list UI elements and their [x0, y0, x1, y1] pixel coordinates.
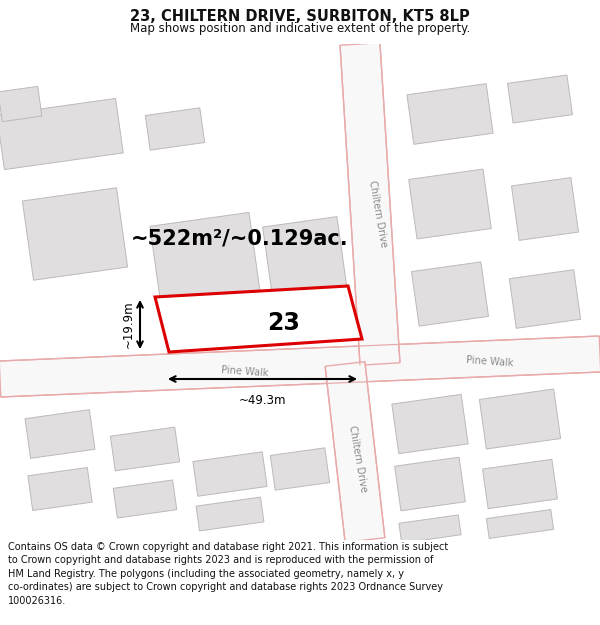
Polygon shape — [340, 42, 400, 365]
Polygon shape — [409, 169, 491, 239]
Text: Pine Walk: Pine Walk — [466, 356, 514, 369]
Polygon shape — [511, 177, 578, 241]
Polygon shape — [479, 389, 560, 449]
Polygon shape — [22, 188, 128, 280]
Polygon shape — [271, 448, 329, 490]
Polygon shape — [0, 336, 600, 397]
Text: Chiltern Drive: Chiltern Drive — [367, 180, 389, 248]
Polygon shape — [508, 75, 572, 123]
Polygon shape — [0, 98, 123, 169]
Polygon shape — [155, 286, 362, 352]
Polygon shape — [110, 427, 179, 471]
Polygon shape — [193, 452, 267, 496]
Text: 23: 23 — [267, 311, 300, 336]
Polygon shape — [487, 509, 554, 538]
Polygon shape — [482, 459, 557, 509]
Polygon shape — [150, 213, 260, 306]
Polygon shape — [25, 409, 95, 458]
Text: ~19.9m: ~19.9m — [122, 301, 135, 348]
Polygon shape — [399, 515, 461, 543]
Polygon shape — [196, 497, 264, 531]
Polygon shape — [412, 262, 488, 326]
Text: Map shows position and indicative extent of the property.: Map shows position and indicative extent… — [130, 22, 470, 35]
Polygon shape — [407, 84, 493, 144]
Text: ~522m²/~0.129ac.: ~522m²/~0.129ac. — [131, 229, 349, 249]
Text: ~49.3m: ~49.3m — [239, 394, 286, 407]
Polygon shape — [392, 394, 468, 454]
Text: 23, CHILTERN DRIVE, SURBITON, KT5 8LP: 23, CHILTERN DRIVE, SURBITON, KT5 8LP — [130, 9, 470, 24]
Polygon shape — [113, 480, 177, 518]
Polygon shape — [0, 86, 42, 122]
Polygon shape — [263, 217, 347, 301]
Text: Chiltern Drive: Chiltern Drive — [347, 425, 369, 493]
Polygon shape — [325, 362, 385, 542]
Polygon shape — [28, 468, 92, 511]
Text: Pine Walk: Pine Walk — [221, 366, 269, 379]
Text: Contains OS data © Crown copyright and database right 2021. This information is : Contains OS data © Crown copyright and d… — [8, 542, 448, 606]
Polygon shape — [509, 270, 581, 328]
Polygon shape — [395, 458, 466, 511]
Polygon shape — [145, 108, 205, 150]
